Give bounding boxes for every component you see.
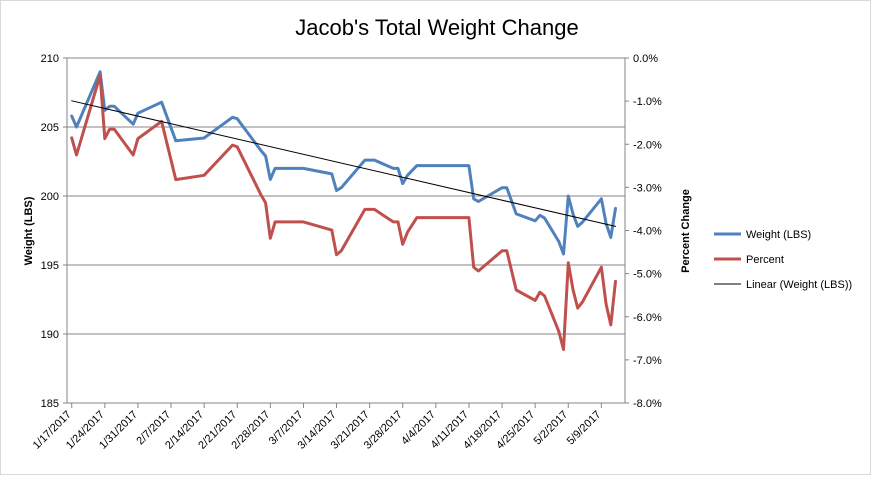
y-right-tick-label: -8.0% (633, 398, 662, 410)
y-left-tick-label: 185 (41, 398, 59, 410)
legend-label: Percent (746, 254, 784, 266)
series-layer (70, 70, 617, 351)
y-left-tick-label: 190 (41, 329, 59, 341)
y-right-tick-label: -1.0% (633, 96, 662, 108)
gridlines (67, 126, 625, 335)
y-left-tick-label: 205 (41, 122, 59, 134)
legend-label: Weight (LBS) (746, 229, 811, 241)
x-tick-label: 5/2/2017 (532, 409, 571, 448)
y-left-tick-label: 200 (41, 191, 59, 203)
chart-title: Jacob's Total Weight Change (295, 15, 578, 40)
series-line-1 (70, 73, 617, 351)
y-right-tick-label: -6.0% (633, 312, 662, 324)
series-line-0 (70, 70, 617, 256)
y-right-tick-label: -5.0% (633, 269, 662, 281)
legend: Weight (LBS) Percent Linear (Weight (LBS)) (714, 229, 852, 291)
x-tick-label: 5/9/2017 (565, 409, 604, 448)
y-left-tick-label: 210 (41, 53, 59, 65)
x-axis-ticks: 1/17/20171/24/20171/31/20172/7/20172/14/… (31, 403, 604, 452)
y-axis-left-title: Weight (LBS) (23, 196, 35, 265)
y-axis-right-ticks: 0.0% -1.0% -2.0% -3.0% -4.0% -5.0% -6.0% -7.0% -… (625, 53, 662, 410)
series-line-2 (71, 100, 616, 227)
y-right-tick-label: -4.0% (633, 226, 662, 238)
plot-area-border (66, 57, 626, 404)
y-left-tick-label: 195 (41, 260, 59, 272)
y-axis-left-ticks: 185 190 195 200 205 210 (41, 53, 67, 410)
y-right-tick-label: -2.0% (633, 139, 662, 151)
y-right-tick-label: -7.0% (633, 355, 662, 367)
y-axis-right-title: Percent Change (680, 189, 692, 273)
y-right-tick-label: 0.0% (633, 53, 658, 65)
y-right-tick-label: -3.0% (633, 182, 662, 194)
legend-label: Linear (Weight (LBS)) (746, 279, 852, 291)
